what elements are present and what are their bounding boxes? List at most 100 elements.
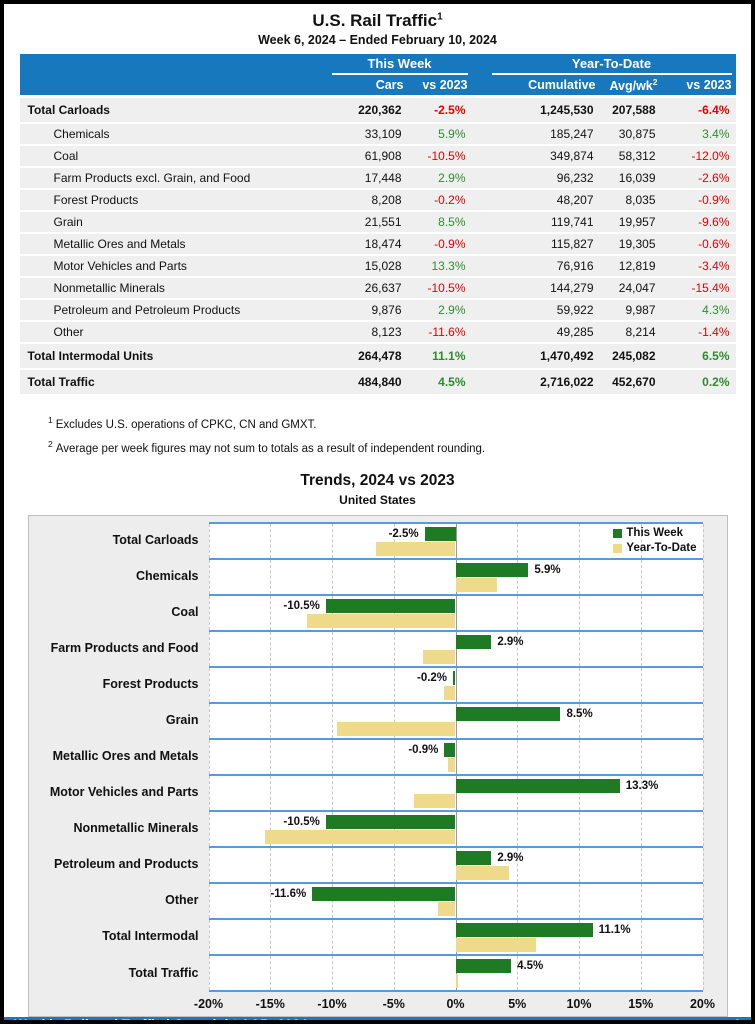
- gridline: [702, 631, 704, 666]
- gridline: [208, 631, 210, 666]
- header-gap: [471, 75, 488, 97]
- row-label: Petroleum and Petroleum Products: [19, 299, 328, 323]
- gridline: [208, 811, 210, 846]
- chart-band: -11.6%: [208, 881, 704, 918]
- ytd-vs2023-value: -0.6%: [661, 233, 736, 257]
- avg-per-week-value: 24,047: [599, 277, 662, 301]
- zero-gridline: [455, 559, 457, 594]
- chart-band: -0.9%: [208, 737, 704, 774]
- x-axis-tick-label: -15%: [255, 996, 285, 1011]
- this-week-vs2023-value: 13.3%: [407, 255, 472, 279]
- gridline: [270, 703, 272, 738]
- chart-category-label: Metallic Ores and Metals: [52, 748, 199, 763]
- gridline: [393, 523, 395, 558]
- gridline: [270, 595, 272, 630]
- chart-category-row: Total Carloads -2.5% This Week Year-To-Date: [29, 521, 727, 558]
- gridline: [517, 739, 519, 774]
- bar-value-label: 2.9%: [497, 635, 524, 648]
- gridline: [640, 919, 642, 954]
- x-axis-tick-label: 5%: [508, 996, 527, 1011]
- row-label: Nonmetallic Minerals: [19, 277, 328, 301]
- gridline: [702, 667, 704, 702]
- year-to-date-bar: [423, 649, 456, 664]
- this-week-vs2023-value: -11.6%: [407, 321, 472, 345]
- gridline: [208, 847, 210, 882]
- gridline: [702, 955, 704, 990]
- gridline: [270, 955, 272, 990]
- row-label: Total Traffic: [19, 369, 328, 397]
- gridline: [702, 595, 704, 630]
- gridline: [270, 523, 272, 558]
- gridline: [332, 631, 333, 666]
- gap-cell: [471, 255, 488, 279]
- chart-category-label: Forest Products: [102, 676, 199, 691]
- this-week-bar: [455, 850, 492, 865]
- gridline: [640, 775, 642, 810]
- gridline: [270, 775, 272, 810]
- chart-category-label: Farm Products and Food: [50, 640, 199, 655]
- chart-band: 8.5%: [208, 701, 704, 738]
- bar-value-label: -10.5%: [283, 599, 320, 612]
- cars-value: 21,551: [327, 211, 408, 235]
- chart-category-row: Forest Products -0.2%: [29, 665, 727, 702]
- cumulative-value: 185,247: [487, 123, 600, 147]
- gridline: [517, 847, 519, 882]
- chart-x-axis: -20% -15% -10% -5% 0% 5% 10% 15% 20%: [29, 992, 727, 1014]
- ytd-vs2023-value: -12.0%: [661, 145, 736, 169]
- row-label: Motor Vehicles and Parts: [19, 255, 328, 279]
- ytd-vs2023-value: 6.5%: [661, 343, 736, 371]
- axis-spacer: [29, 992, 209, 1014]
- avg-per-week-value: 58,312: [599, 145, 662, 169]
- gridline: [640, 595, 642, 630]
- cumulative-value: 49,285: [487, 321, 600, 345]
- gridline: [702, 775, 704, 810]
- chart-category-row: Farm Products and Food 2.9%: [29, 629, 727, 666]
- avg-per-week-value: 207,588: [599, 95, 662, 125]
- zero-gridline: [455, 667, 457, 702]
- bar-value-label: 5.9%: [534, 563, 561, 576]
- gap-cell: [471, 277, 488, 301]
- chart-band: 4.5%: [208, 953, 704, 992]
- this-week-bar: [444, 742, 456, 757]
- avg-per-week-value: 19,305: [599, 233, 662, 257]
- gridline: [208, 739, 210, 774]
- this-week-vs2023-value: 5.9%: [407, 123, 472, 147]
- year-to-date-bar: [448, 757, 456, 772]
- this-week-bar: [455, 922, 593, 937]
- cumulative-value: 96,232: [487, 167, 600, 191]
- zero-gridline: [455, 523, 457, 558]
- gridline: [640, 523, 642, 558]
- year-to-date-bar: [444, 685, 456, 700]
- chart-plot-area: Total Carloads -2.5% This Week Year-To-Date…: [29, 521, 727, 992]
- avg-per-week-value: 16,039: [599, 167, 662, 191]
- gridline: [517, 631, 519, 666]
- chart-category-row: Metallic Ores and Metals -0.9%: [29, 737, 727, 774]
- gridline: [332, 883, 333, 918]
- chart-category-label: Total Carloads: [112, 532, 199, 547]
- gridline: [702, 919, 704, 954]
- cars-value: 26,637: [327, 277, 408, 301]
- table-row: Farm Products excl. Grain, and Food 17,44…: [19, 167, 736, 191]
- footer-bar: Weekly Railroad Traffic | Copyright AAR,…: [4, 1016, 751, 1020]
- ytd-vs2023-value: 3.4%: [661, 123, 736, 147]
- gridline: [579, 703, 580, 738]
- gridline: [208, 523, 210, 558]
- gridline: [640, 883, 642, 918]
- gridline: [517, 883, 519, 918]
- row-label: Forest Products: [19, 189, 328, 213]
- this-week-vs2023-value: 4.5%: [407, 369, 472, 397]
- footnote-2: 2 Average per week figures may not sum to…: [48, 438, 486, 455]
- gridline: [332, 559, 333, 594]
- group-header-this-week: This Week: [327, 54, 472, 75]
- chart-category-label: Nonmetallic Minerals: [73, 820, 199, 835]
- table-row: Chemicals 33,109 5.9% 185,247 30,875 3.4%: [19, 123, 736, 147]
- gridline: [332, 595, 333, 630]
- gap-cell: [471, 369, 488, 397]
- avg-per-week-value: 452,670: [599, 369, 662, 397]
- trends-bar-chart: Total Carloads -2.5% This Week Year-To-Date…: [27, 514, 728, 1017]
- table-row: Nonmetallic Minerals 26,637 -10.5% 144,279 2…: [19, 277, 736, 301]
- chart-band: -0.2%: [208, 665, 704, 702]
- gridline: [393, 631, 395, 666]
- footnote-2-marker: 2: [48, 438, 53, 449]
